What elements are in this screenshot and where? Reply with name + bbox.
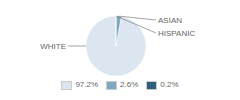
svg-text:WHITE: WHITE: [40, 42, 66, 51]
html-text:0.2%: 0.2%: [160, 80, 179, 89]
html-text:2.6%: 2.6%: [120, 80, 139, 89]
html-text:97.2%: 97.2%: [75, 80, 99, 89]
svg-text:ASIAN: ASIAN: [158, 16, 182, 25]
svg-text:HISPANIC: HISPANIC: [158, 29, 195, 38]
